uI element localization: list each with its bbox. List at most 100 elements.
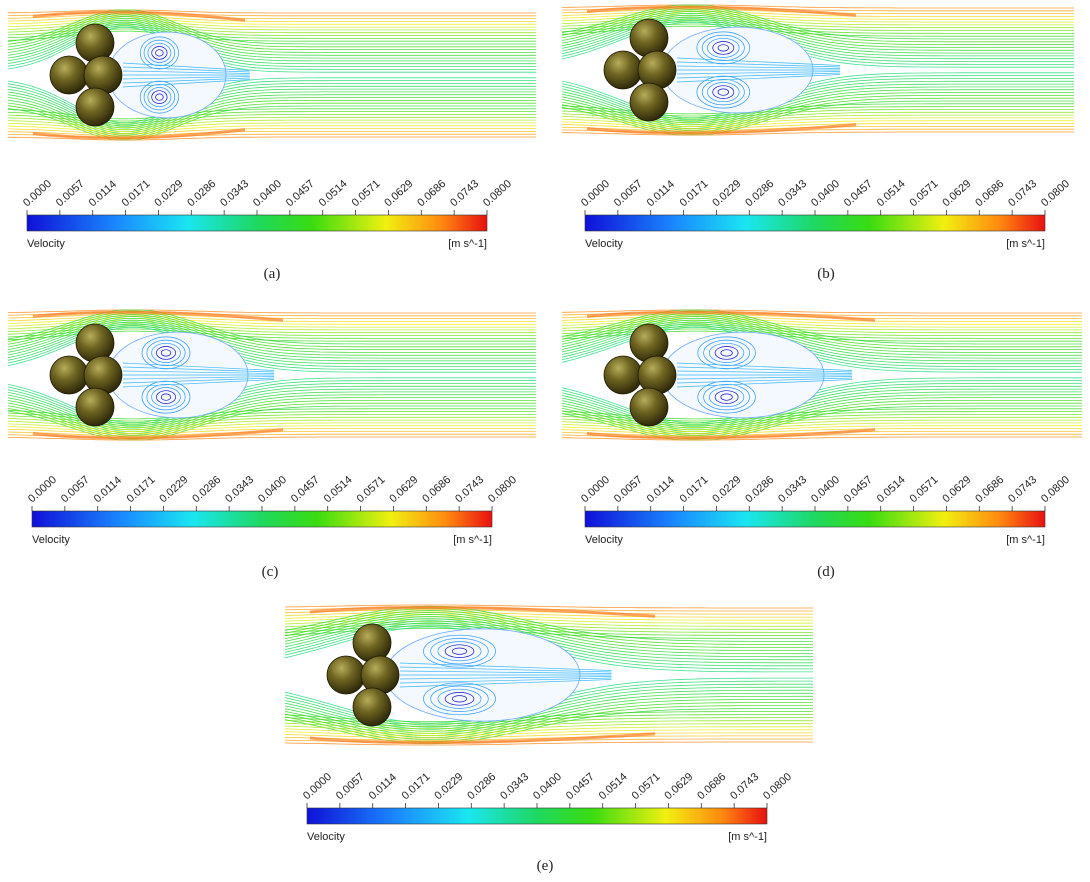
sphere — [629, 82, 669, 122]
streamline — [561, 100, 1074, 136]
wake-line — [122, 77, 250, 84]
wake — [384, 628, 612, 722]
streamline — [7, 312, 536, 351]
streamline — [7, 9, 536, 45]
streamline — [561, 314, 1082, 353]
colorbar-unit: [m s^-1] — [453, 534, 492, 546]
wake-line — [122, 79, 250, 88]
streamline — [284, 702, 813, 741]
panel: 0.0000 0.0057 0.0114 0.0171 0.0229 0.0286 0.03… — [561, 309, 1082, 580]
streamline — [7, 102, 536, 140]
colorbar-tick-label: 0.0686 — [415, 178, 448, 209]
vortex — [714, 346, 739, 360]
vortex — [160, 393, 172, 401]
streamlines — [7, 9, 536, 141]
streamline — [561, 320, 1082, 328]
vortex — [697, 380, 756, 414]
streamline — [7, 122, 536, 130]
streamline — [561, 397, 1082, 436]
streamline — [561, 428, 1082, 435]
colorbar-tick-label: 0.0743 — [728, 771, 761, 802]
streamline — [561, 4, 1074, 9]
vortex — [423, 634, 496, 668]
wake-line — [122, 376, 275, 380]
streamline — [284, 735, 813, 741]
vortex — [139, 36, 179, 70]
streamline — [7, 397, 536, 436]
streamline — [561, 394, 1082, 434]
colorbar-tick-label: 0.0286 — [185, 178, 218, 209]
streamline — [7, 136, 536, 141]
spheres — [603, 323, 677, 427]
panel-label: (c) — [262, 564, 279, 580]
streamline — [284, 695, 813, 736]
colorbar-tick-label: 0.0629 — [940, 474, 973, 505]
colorbar-tick-label: 0.0686 — [973, 178, 1006, 209]
colorbar-tick-label: 0.0057 — [612, 178, 645, 209]
colorbar-tick-label: 0.0171 — [400, 771, 433, 802]
spheres — [49, 323, 123, 427]
streamline — [7, 316, 536, 356]
panel: 0.0000 0.0057 0.0114 0.0171 0.0229 0.0286 0.03… — [284, 604, 813, 874]
vortex — [712, 85, 735, 99]
sphere — [629, 18, 669, 58]
wake-line — [676, 71, 841, 75]
streamline — [7, 436, 536, 441]
streamline — [7, 310, 536, 348]
vortex — [703, 383, 750, 411]
vortex — [720, 393, 733, 401]
vortex — [437, 641, 482, 662]
streamline — [561, 309, 1082, 345]
vortex — [703, 339, 750, 367]
vortex — [151, 90, 168, 104]
sphere — [637, 355, 677, 395]
shear-layer — [32, 10, 246, 22]
vortex — [141, 380, 191, 414]
wake-line — [122, 379, 275, 388]
wake-line — [122, 377, 275, 384]
colorbar-bar — [584, 510, 1046, 528]
streamline — [284, 613, 813, 621]
colorbar-title: Velocity — [307, 831, 345, 843]
streamline — [7, 399, 536, 438]
streamline — [7, 125, 536, 133]
streamline — [284, 616, 813, 624]
streamline — [284, 705, 813, 743]
streamline — [7, 425, 536, 433]
wake-line — [122, 62, 250, 71]
colorbar-tick-label: 0.0000 — [579, 474, 612, 505]
wake-line — [399, 666, 612, 673]
streamline — [7, 94, 536, 134]
streamline — [7, 428, 536, 435]
vortex — [139, 80, 179, 114]
sphere — [603, 355, 643, 395]
streamline — [284, 612, 813, 651]
colorbar-tick-label: 0.0743 — [1006, 178, 1039, 209]
vortex — [714, 390, 739, 404]
sphere — [629, 323, 669, 363]
vortex — [141, 336, 191, 370]
colorbar-bar — [584, 214, 1046, 232]
colorbar: 0.0000 0.0057 0.0114 0.0171 0.0229 0.0286 0.03… — [579, 474, 1072, 546]
vortex — [160, 349, 172, 357]
colorbar-tick-label: 0.0400 — [251, 178, 284, 209]
vortex — [146, 383, 186, 411]
vortex — [430, 685, 489, 712]
vortex — [151, 387, 181, 408]
streamline — [284, 726, 813, 734]
colorbar-tick-label: 0.0571 — [908, 474, 941, 505]
panel-label: (e) — [537, 858, 554, 874]
sphere — [49, 355, 89, 395]
vortex — [701, 78, 745, 106]
colorbar-tick-label: 0.0457 — [842, 474, 875, 505]
colorbar-unit: [m s^-1] — [448, 238, 487, 250]
wake — [107, 331, 275, 419]
streamline — [561, 422, 1082, 430]
streamline — [284, 729, 813, 737]
colorbar: 0.0000 0.0057 0.0114 0.0171 0.0229 0.0286 0.03… — [26, 474, 519, 546]
shear-layer — [309, 732, 656, 745]
colorbar-tick-label: 0.0114 — [645, 474, 677, 505]
colorbar: 0.0000 0.0057 0.0114 0.0171 0.0229 0.0286 0.03… — [21, 178, 514, 250]
wake-line — [676, 65, 841, 69]
colorbar-tick-label: 0.0629 — [940, 178, 973, 209]
